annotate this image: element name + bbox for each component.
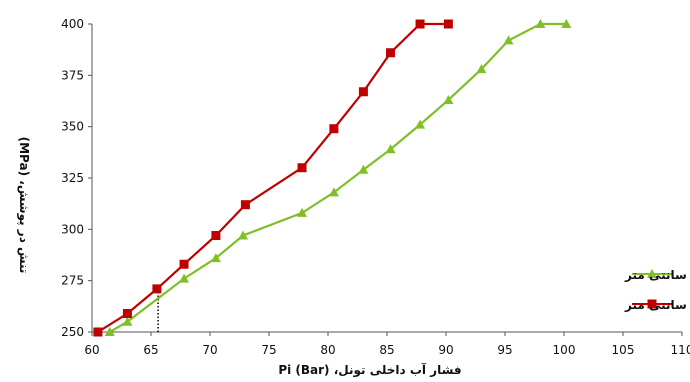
data-point <box>561 19 572 28</box>
data-point <box>329 124 339 134</box>
legend: قطر = ۱۶ میلی متر، فاصله داری = ۲۰ سانتی… <box>326 258 690 324</box>
series-line-2 <box>97 22 449 333</box>
x-tick-label: 60 <box>84 343 99 357</box>
data-point <box>122 309 132 319</box>
x-tick-label: 110 <box>671 343 690 357</box>
data-point <box>179 259 189 269</box>
data-point <box>297 163 307 173</box>
data-point <box>386 48 396 58</box>
x-tick-label: 65 <box>143 343 158 357</box>
axes <box>88 23 683 336</box>
series-1 <box>104 19 572 336</box>
x-tick-label: 70 <box>202 343 217 357</box>
data-point <box>503 35 514 45</box>
legend-marker-2 <box>647 299 657 309</box>
x-tick-label: 75 <box>261 343 276 357</box>
y-tick-label: 400 <box>61 17 84 31</box>
y-tick-label: 325 <box>61 171 84 185</box>
series-group <box>93 19 572 337</box>
y-tick-label: 300 <box>61 222 84 236</box>
x-tick-label: 95 <box>497 343 512 357</box>
x-tick-label: 90 <box>438 343 453 357</box>
data-point <box>443 19 453 29</box>
y-tick-label: 350 <box>61 120 84 134</box>
legend-marker-1 <box>647 269 657 278</box>
data-point <box>297 207 308 217</box>
data-point <box>211 230 221 240</box>
legend-label-1: قطر = ۱۶ میلی متر، فاصله داری = ۲۰ سانتی… <box>624 268 690 282</box>
x-axis-title: فشار آب داخلی تونل، (Pi (Bar <box>278 362 461 378</box>
data-point <box>179 273 190 283</box>
data-point <box>535 19 546 28</box>
data-point <box>240 200 250 210</box>
data-point <box>122 316 133 326</box>
data-point <box>328 187 339 197</box>
data-point <box>358 87 368 97</box>
tick-labels: 60 65 70 75 80 85 90 95 100 105 110 250 275 300 325 350… <box>61 17 690 357</box>
data-point <box>385 144 396 154</box>
x-tick-label: 85 <box>379 343 394 357</box>
series-2 <box>93 19 453 337</box>
data-point <box>415 19 425 29</box>
x-tick-label: 100 <box>553 343 576 357</box>
y-tick-label: 275 <box>61 274 84 288</box>
data-point <box>358 164 369 174</box>
data-point <box>152 284 162 294</box>
data-point <box>93 327 103 337</box>
data-point <box>415 119 426 129</box>
x-tick-label: 105 <box>612 343 635 357</box>
y-tick-label: 375 <box>61 68 84 82</box>
x-tick-label: 80 <box>320 343 335 357</box>
y-tick-label: 250 <box>61 325 84 339</box>
data-point <box>104 327 115 336</box>
data-point <box>238 230 249 240</box>
data-point <box>476 64 487 74</box>
y-axis-title: تنش در پوشش، (MPa) <box>16 137 31 274</box>
data-point <box>210 253 221 263</box>
legend-label-2: قطر = ۲۰ میلی متر، فاصله داری = ۳۰ سانتی… <box>624 298 690 312</box>
legend-box <box>326 258 676 324</box>
data-point <box>443 94 454 104</box>
